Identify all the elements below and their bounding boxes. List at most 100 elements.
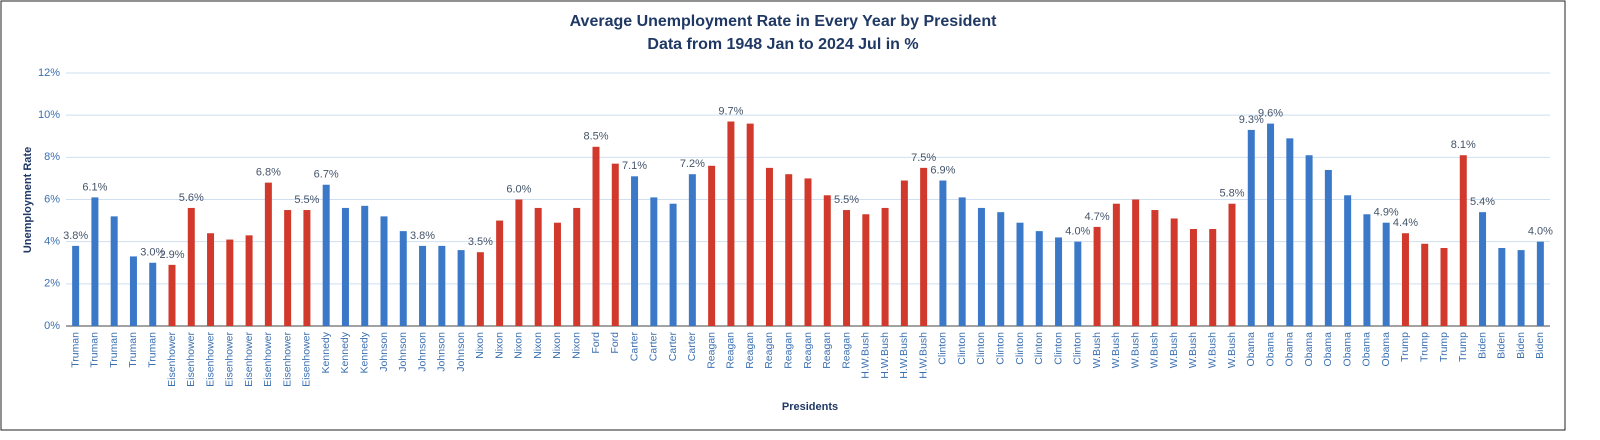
- x-tick-label: W.Bush: [1168, 332, 1180, 368]
- bar: [207, 233, 215, 326]
- data-label: 8.1%: [1451, 139, 1476, 151]
- x-tick-label: Eisenhower: [281, 332, 293, 387]
- bar: [862, 214, 870, 326]
- data-label: 8.5%: [583, 131, 608, 143]
- bar: [688, 174, 696, 326]
- x-tick-label: Eisenhower: [166, 332, 178, 387]
- x-tick-label: H.W.Bush: [917, 332, 929, 379]
- x-tick-label: Clinton: [956, 332, 968, 365]
- bar: [708, 165, 716, 326]
- bar: [785, 174, 793, 326]
- x-tick-label: Ford: [590, 332, 602, 354]
- x-tick-label: Nixon: [532, 332, 544, 359]
- data-label: 4.0%: [1528, 226, 1553, 238]
- data-label: 5.8%: [1219, 188, 1244, 200]
- bar: [553, 222, 561, 326]
- bar: [245, 235, 253, 326]
- x-tick-label: W.Bush: [1207, 332, 1219, 368]
- x-tick-label: Carter: [686, 332, 698, 362]
- y-tick-label: 8%: [44, 151, 60, 163]
- x-tick-label: Reagan: [821, 332, 833, 369]
- x-tick-label: W.Bush: [1149, 332, 1161, 368]
- x-tick-label: Clinton: [1014, 332, 1026, 365]
- bar: [322, 184, 330, 326]
- bar: [1536, 241, 1544, 326]
- x-tick-label: W.Bush: [1110, 332, 1122, 368]
- y-tick-label: 10%: [38, 109, 60, 121]
- x-tick-label: Johnson: [455, 332, 467, 372]
- x-tick-label: Carter: [648, 332, 660, 362]
- x-tick-label: W.Bush: [1226, 332, 1238, 368]
- bar: [496, 220, 504, 326]
- bar: [920, 167, 928, 326]
- x-tick-label: Trump: [1419, 332, 1431, 362]
- x-tick-label: H.W.Bush: [898, 332, 910, 379]
- bar: [1016, 222, 1024, 326]
- x-tick-label: Reagan: [802, 332, 814, 369]
- data-label: 6.0%: [506, 183, 531, 195]
- bar: [939, 180, 947, 326]
- bar: [380, 216, 388, 326]
- data-label: 7.2%: [680, 158, 705, 170]
- bar: [476, 252, 484, 326]
- data-label: 7.1%: [622, 160, 647, 172]
- data-label: 9.7%: [718, 105, 743, 117]
- x-tick-label: Biden: [1534, 332, 1546, 359]
- x-tick-label: Obama: [1264, 332, 1276, 367]
- data-label: 6.9%: [930, 164, 955, 176]
- x-tick-label: Clinton: [1072, 332, 1084, 365]
- bar: [1459, 155, 1467, 326]
- x-tick-label: Eisenhower: [301, 332, 313, 387]
- bar: [1189, 229, 1197, 326]
- bar: [1112, 203, 1120, 326]
- x-tick-label: Biden: [1476, 332, 1488, 359]
- x-tick-label: Truman: [69, 332, 81, 368]
- x-tick-label: W.Bush: [1091, 332, 1103, 368]
- bar: [1247, 129, 1255, 326]
- data-label: 5.6%: [179, 192, 204, 204]
- bar: [1382, 222, 1390, 326]
- x-tick-label: Carter: [628, 332, 640, 362]
- data-label: 4.0%: [1065, 226, 1090, 238]
- x-tick-label: Carter: [667, 332, 679, 362]
- bar: [129, 256, 137, 326]
- bar: [997, 212, 1005, 326]
- bar: [900, 180, 908, 326]
- bar: [1055, 237, 1063, 326]
- bar: [399, 231, 407, 326]
- x-tick-label: Clinton: [1033, 332, 1045, 365]
- bar: [1344, 195, 1352, 326]
- bar: [110, 216, 118, 326]
- bar: [1228, 203, 1236, 326]
- x-tick-label: Obama: [1303, 332, 1315, 367]
- x-tick-label: Reagan: [763, 332, 775, 369]
- bar: [303, 210, 311, 326]
- data-label: 5.5%: [834, 194, 859, 206]
- x-tick-label: Clinton: [1052, 332, 1064, 365]
- x-tick-label: Ford: [609, 332, 621, 354]
- bar: [91, 197, 99, 326]
- x-tick-label: Obama: [1322, 332, 1334, 367]
- y-tick-label: 12%: [38, 67, 60, 79]
- y-tick-label: 2%: [44, 278, 60, 290]
- bar: [1440, 247, 1448, 326]
- bar: [746, 123, 754, 326]
- data-label: 6.8%: [256, 167, 281, 179]
- x-tick-label: Reagan: [783, 332, 795, 369]
- bar: [765, 167, 773, 326]
- bar: [1151, 210, 1159, 326]
- data-label: 5.4%: [1470, 196, 1495, 208]
- y-tick-label: 0%: [44, 320, 60, 332]
- data-label: 4.7%: [1085, 211, 1110, 223]
- x-tick-label: Kennedy: [320, 331, 332, 373]
- bar: [1324, 169, 1332, 326]
- x-tick-label: Eisenhower: [185, 332, 197, 387]
- x-tick-label: Reagan: [840, 332, 852, 369]
- bar: [1305, 155, 1313, 326]
- bar: [187, 207, 195, 326]
- bar: [1170, 218, 1178, 326]
- x-tick-label: Nixon: [551, 332, 563, 359]
- x-tick-label: H.W.Bush: [860, 332, 872, 379]
- bar: [1209, 229, 1217, 326]
- bar: [149, 262, 157, 326]
